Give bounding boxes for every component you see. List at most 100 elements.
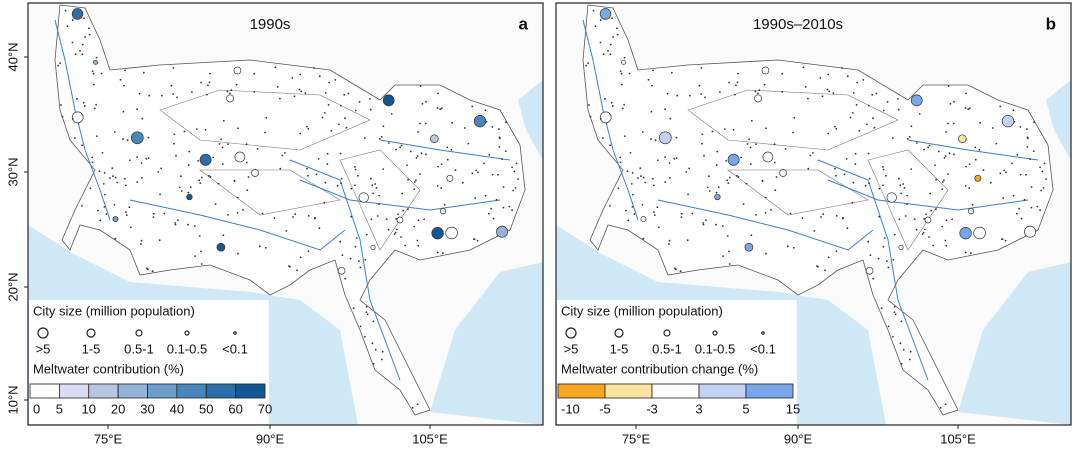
city bbox=[943, 179, 945, 182]
city bbox=[440, 107, 443, 110]
city bbox=[307, 215, 310, 217]
city bbox=[630, 183, 633, 185]
city bbox=[129, 226, 132, 229]
city bbox=[842, 216, 844, 219]
city bbox=[114, 176, 117, 179]
city bbox=[928, 144, 931, 147]
size-symbol bbox=[614, 328, 624, 338]
city bbox=[631, 206, 634, 208]
city bbox=[932, 244, 934, 247]
size-symbol bbox=[184, 330, 190, 336]
city bbox=[307, 250, 310, 253]
city bbox=[884, 174, 887, 177]
city bbox=[116, 181, 119, 184]
city bbox=[947, 173, 949, 176]
city bbox=[835, 250, 838, 253]
city bbox=[467, 142, 470, 145]
city bbox=[900, 362, 903, 365]
city bbox=[909, 358, 911, 361]
city bbox=[944, 239, 947, 242]
city bbox=[91, 161, 94, 164]
city bbox=[868, 177, 871, 180]
city bbox=[716, 150, 719, 153]
color-label: 60 bbox=[228, 401, 242, 416]
size-symbol bbox=[86, 328, 96, 338]
panel-title: 1990s bbox=[250, 16, 291, 33]
city bbox=[425, 153, 427, 156]
city bbox=[191, 91, 193, 93]
sea bbox=[518, 80, 543, 160]
city bbox=[474, 197, 477, 200]
city bbox=[781, 91, 784, 93]
city bbox=[726, 235, 729, 237]
river bbox=[827, 179, 1029, 211]
city bbox=[947, 85, 950, 87]
city bbox=[406, 164, 408, 167]
city bbox=[1026, 136, 1029, 139]
city bbox=[212, 156, 215, 159]
city bbox=[354, 168, 357, 171]
city bbox=[323, 112, 326, 114]
lon-label: 75°E bbox=[622, 431, 651, 446]
river bbox=[129, 199, 346, 251]
city bbox=[483, 162, 485, 165]
city bbox=[900, 320, 903, 323]
city bbox=[512, 189, 514, 192]
city bbox=[200, 81, 203, 84]
city bbox=[380, 135, 383, 138]
city bbox=[910, 125, 913, 128]
city bbox=[893, 311, 896, 313]
city bbox=[930, 209, 933, 212]
color-swatch bbox=[29, 383, 60, 399]
city bbox=[675, 136, 678, 139]
city bbox=[871, 93, 874, 96]
city bbox=[1036, 205, 1039, 208]
city bbox=[105, 213, 108, 215]
city bbox=[925, 213, 927, 216]
city bbox=[1030, 186, 1033, 188]
city bbox=[130, 131, 144, 145]
city bbox=[750, 119, 753, 122]
sub-basin bbox=[687, 89, 899, 151]
city bbox=[436, 107, 439, 109]
city bbox=[354, 184, 356, 187]
city bbox=[616, 27, 618, 30]
city bbox=[923, 217, 925, 220]
city bbox=[98, 170, 101, 173]
city bbox=[669, 117, 672, 120]
city bbox=[381, 358, 383, 361]
lon-label: 75°E bbox=[94, 431, 123, 446]
city bbox=[893, 306, 896, 308]
city bbox=[89, 187, 92, 190]
city bbox=[1019, 173, 1022, 176]
city bbox=[809, 154, 812, 157]
size-label: >5 bbox=[36, 341, 51, 356]
city bbox=[813, 230, 816, 232]
city bbox=[906, 194, 908, 197]
city bbox=[125, 211, 127, 214]
city bbox=[476, 239, 479, 242]
city bbox=[1001, 114, 1015, 128]
city bbox=[935, 178, 937, 181]
city bbox=[415, 179, 417, 182]
city bbox=[947, 122, 949, 125]
lon-label: 105°E bbox=[412, 431, 448, 446]
color-legend-title: Meltwater contribution (%) bbox=[33, 361, 184, 376]
city bbox=[416, 403, 419, 406]
city bbox=[765, 127, 767, 130]
city bbox=[913, 218, 916, 221]
city bbox=[882, 166, 884, 168]
city bbox=[903, 187, 906, 189]
city bbox=[446, 174, 454, 182]
city bbox=[111, 167, 114, 170]
city bbox=[867, 152, 870, 155]
sub-basin bbox=[727, 169, 869, 216]
basin-outline bbox=[54, 4, 526, 416]
city bbox=[338, 123, 340, 126]
city bbox=[719, 91, 721, 93]
city bbox=[625, 209, 627, 212]
city bbox=[702, 223, 705, 226]
city bbox=[680, 216, 683, 219]
city bbox=[124, 177, 126, 180]
city bbox=[349, 257, 352, 260]
